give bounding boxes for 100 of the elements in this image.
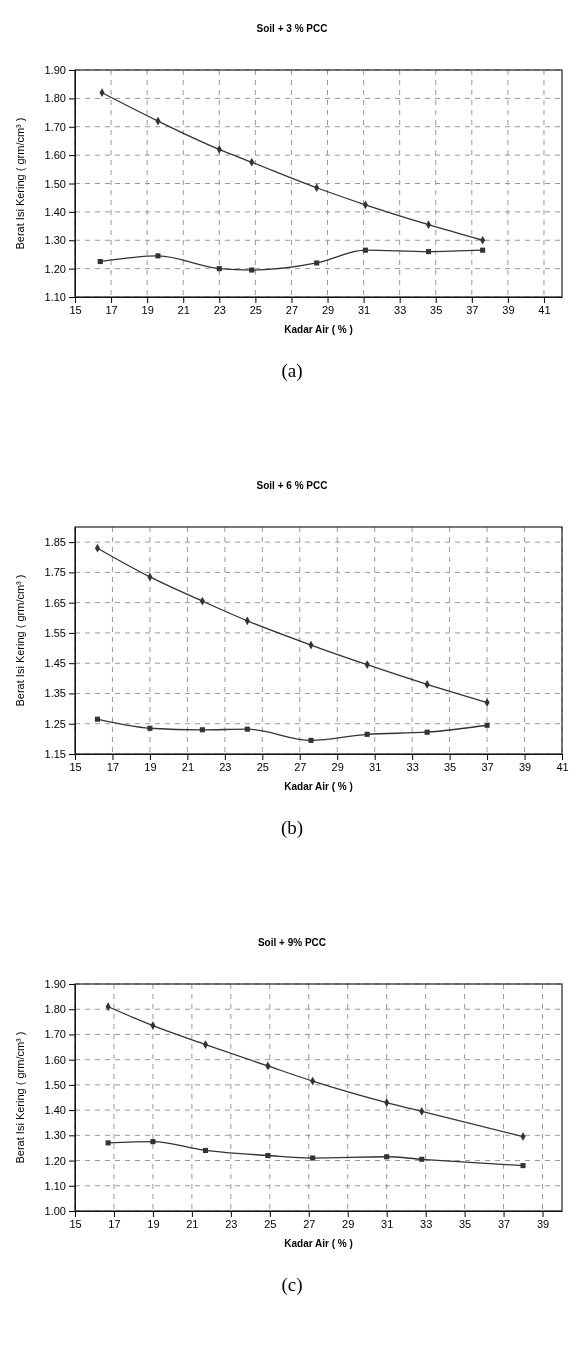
x-tick-label: 21 [181, 760, 195, 773]
x-tick-label: 17 [108, 1217, 121, 1230]
y-tick-label: 1.15 [44, 748, 66, 761]
x-tick-label: 27 [294, 760, 307, 773]
x-tick-label: 31 [369, 760, 382, 773]
point [308, 737, 314, 743]
y-tick-label: 1.10 [44, 291, 66, 304]
y-tick-label: 1.30 [44, 1129, 66, 1142]
y-tick-label: 1.50 [44, 177, 66, 190]
y-tick-label: 1.40 [44, 205, 66, 218]
y-tick-label: 1.60 [44, 149, 66, 162]
y-tick-label: 1.90 [44, 978, 66, 991]
y-axis-title: Berat Isi Kering ( grm/cm³ ) [14, 1031, 26, 1164]
point [419, 1156, 425, 1162]
y-tick-label: 1.20 [44, 262, 66, 275]
chart-title: Soil + 9% PCC [257, 937, 327, 948]
y-tick-label: 1.50 [44, 1078, 66, 1091]
y-axis-title: Berat Isi Kering ( grm/cm³ ) [14, 574, 26, 707]
x-tick-label: 19 [144, 760, 157, 773]
y-tick-label: 1.20 [44, 1154, 66, 1167]
point [150, 1139, 156, 1145]
point [199, 727, 205, 733]
y-tick-label: 1.25 [44, 717, 66, 730]
x-tick-label: 21 [177, 303, 190, 316]
y-tick-label: 1.75 [44, 566, 66, 579]
x-tick-label: 17 [105, 303, 118, 316]
text: (b) [280, 817, 304, 839]
point [364, 731, 370, 737]
x-tick-label: 23 [213, 303, 226, 316]
x-tick-label: 27 [285, 303, 299, 316]
x-tick-label: 31 [381, 1217, 394, 1230]
y-tick-label: 1.70 [44, 120, 66, 133]
point [244, 726, 250, 732]
chart-title: Soil + 3 % PCC [256, 23, 328, 34]
x-tick-label: 35 [443, 760, 457, 773]
point [362, 247, 368, 253]
y-tick-label: 1.85 [44, 536, 66, 549]
y-axis-title: Berat Isi Kering ( grm/cm³ ) [14, 117, 26, 250]
x-tick-label: 31 [357, 303, 371, 316]
point [97, 258, 103, 265]
point [265, 1152, 271, 1159]
point [484, 722, 490, 728]
x-tick-label: 15 [69, 760, 82, 773]
x-tick-label: 15 [69, 1217, 82, 1230]
x-tick-label: 23 [219, 760, 232, 773]
y-tick-label: 1.55 [44, 626, 66, 639]
point [94, 716, 101, 722]
x-axis-title: Kadar Air ( % ) [284, 781, 353, 792]
x-tick-label: 33 [406, 760, 419, 773]
x-tick-label: 25 [249, 303, 262, 316]
x-tick-label: 37 [481, 760, 494, 773]
x-tick-label: 41 [556, 760, 569, 773]
x-tick-label: 35 [430, 303, 443, 316]
x-tick-label: 21 [186, 1217, 199, 1230]
y-tick-label: 1.35 [44, 687, 66, 700]
x-tick-label: 29 [321, 303, 335, 316]
y-tick-label: 1.70 [44, 1028, 66, 1041]
x-tick-label: 29 [342, 1217, 355, 1230]
x-tick-label: 39 [502, 303, 515, 316]
point [424, 729, 430, 735]
point [480, 247, 486, 253]
point [249, 267, 255, 273]
x-tick-label: 25 [256, 760, 269, 773]
point [520, 1163, 526, 1169]
x-tick-label: 33 [394, 303, 407, 316]
y-tick-label: 1.10 [44, 1179, 66, 1192]
x-tick-label: 37 [466, 303, 479, 316]
x-tick-label: 41 [538, 303, 551, 316]
point [216, 266, 222, 272]
y-tick-label: 1.30 [44, 234, 66, 247]
y-tick-label: 1.90 [44, 64, 66, 77]
text: (c) [281, 1274, 303, 1296]
x-axis-title: Kadar Air ( % ) [284, 324, 353, 335]
point [425, 249, 432, 255]
point [384, 1154, 390, 1160]
point [105, 1140, 111, 1146]
x-tick-label: 27 [303, 1217, 316, 1230]
point [147, 725, 153, 731]
x-tick-label: 39 [536, 1217, 550, 1230]
x-tick-label: 17 [106, 760, 120, 773]
point [310, 1155, 316, 1161]
chart-title: Soil + 6 % PCC [256, 480, 328, 491]
x-tick-label: 33 [420, 1217, 433, 1230]
y-tick-label: 1.60 [44, 1053, 66, 1066]
point [314, 260, 320, 266]
point [202, 1147, 209, 1154]
point [155, 253, 161, 259]
x-axis-title: Kadar Air ( % ) [284, 1238, 353, 1249]
x-tick-label: 39 [518, 760, 532, 773]
y-tick-label: 1.45 [44, 657, 66, 670]
x-tick-label: 35 [458, 1217, 472, 1230]
y-tick-label: 1.80 [44, 1003, 66, 1016]
x-tick-label: 19 [141, 303, 154, 316]
y-tick-label: 1.00 [44, 1205, 66, 1218]
x-tick-label: 23 [225, 1217, 238, 1230]
x-tick-label: 29 [331, 760, 344, 773]
x-tick-label: 37 [497, 1217, 511, 1230]
y-tick-label: 1.80 [44, 92, 66, 105]
x-tick-label: 19 [147, 1217, 160, 1230]
x-tick-label: 25 [264, 1217, 277, 1230]
